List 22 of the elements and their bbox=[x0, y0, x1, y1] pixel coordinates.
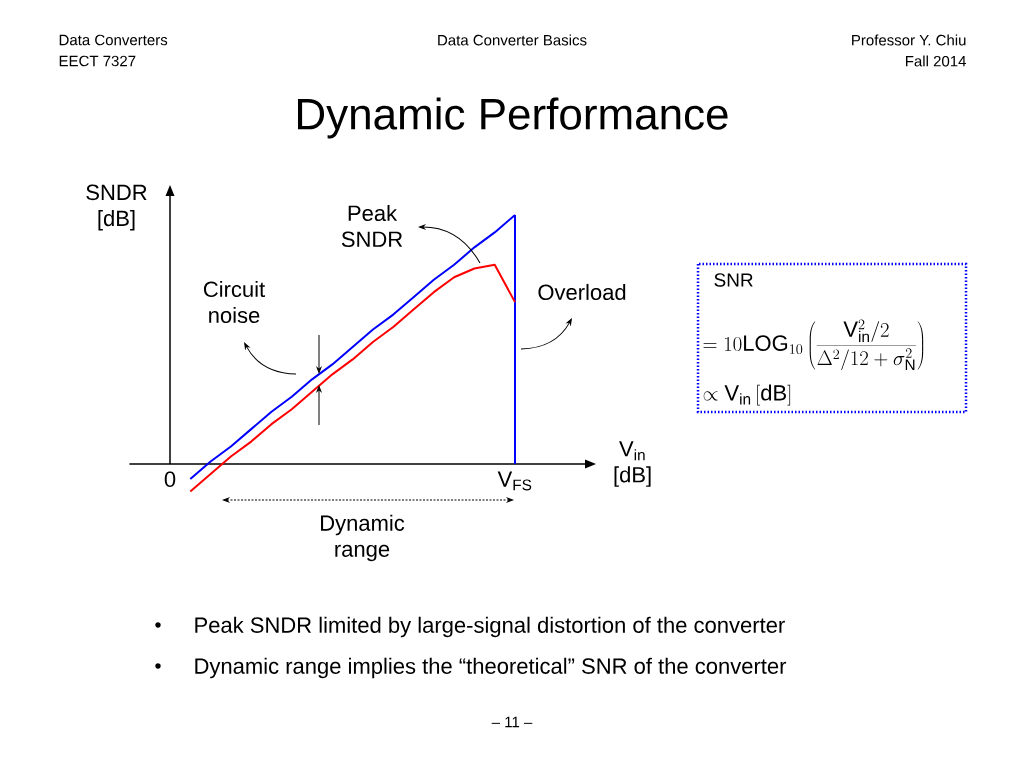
y-axis-title: SNDR [dB] bbox=[86, 184, 147, 231]
chart-title: Dynamic Performance bbox=[297, 97, 728, 139]
text: Data Converter Basics bbox=[438, 34, 587, 46]
x-axis-title: V$_{in}$ [dB] bbox=[614, 441, 651, 487]
text: Peak SNDR limited by large-signal distortion of the converter bbox=[195, 616, 785, 638]
text: Fall 2014 bbox=[906, 55, 967, 67]
text: Dynamic range bbox=[321, 514, 405, 562]
x-tick-label: 0 bbox=[164, 471, 176, 488]
text: EECT 7327 bbox=[59, 55, 136, 67]
text: Data Converters bbox=[59, 34, 168, 46]
annotation: Peak SNDR bbox=[341, 204, 403, 248]
text: Professor Y. Chiu bbox=[852, 34, 966, 46]
annotation: Circuit noise bbox=[203, 280, 266, 324]
text: $\propto \mathrm{V}_{\mathrm{in}}\left[\mathrm{dB}\right]$ bbox=[703, 384, 791, 406]
text: – 11 – bbox=[491, 716, 533, 728]
text: SNR bbox=[714, 273, 753, 287]
text: • bbox=[155, 622, 161, 628]
text: Dynamic range implies the “theoretical” SNR of the converter bbox=[195, 657, 787, 679]
text: $=10\mathrm{LOG}_{10}\left(\frac{\mathrm{V}_{\mathrm{in}}^{2}/2}{\Delta^{2}/12+\sigma_{\mathrm{N}}^{2}}\right)$ bbox=[703, 319, 924, 371]
text: • bbox=[155, 663, 161, 669]
x-tick-label: V$_{FS}$ bbox=[497, 471, 532, 491]
text: Overload bbox=[538, 283, 626, 301]
